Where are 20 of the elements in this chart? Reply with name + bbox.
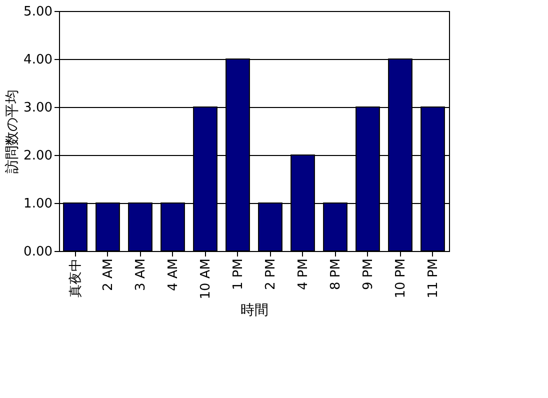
x-tick-label: 4 PM [296, 258, 311, 290]
y-axis-title: 訪問数の平均 [4, 90, 21, 174]
x-axis-title: 時間 [240, 302, 268, 318]
x-tick-label: 9 PM [360, 258, 376, 290]
x-tick-label: 10 PM [393, 258, 408, 298]
x-tick-label: 2 PM [263, 258, 278, 290]
y-tick-label: 1.00 [24, 196, 52, 212]
x-tick-label: 4 AM [166, 258, 181, 292]
y-tick-label: 5.00 [24, 4, 52, 20]
x-tick-label: 8 PM [328, 258, 344, 290]
x-tick-label: 3 AM [133, 258, 148, 292]
x-tick-label: 11 PM [426, 258, 441, 298]
x-tick-label: 10 AM [198, 258, 214, 300]
y-tick-label: 2.00 [24, 148, 52, 164]
x-tick-label: 1 PM [230, 258, 246, 290]
x-tick-label: 2 AM [100, 258, 116, 292]
y-tick-label: 4.00 [24, 52, 52, 68]
x-tick-label: 真夜中 [67, 258, 84, 298]
y-tick-label: 3.00 [24, 100, 52, 116]
y-tick-label: 0.00 [24, 244, 52, 260]
